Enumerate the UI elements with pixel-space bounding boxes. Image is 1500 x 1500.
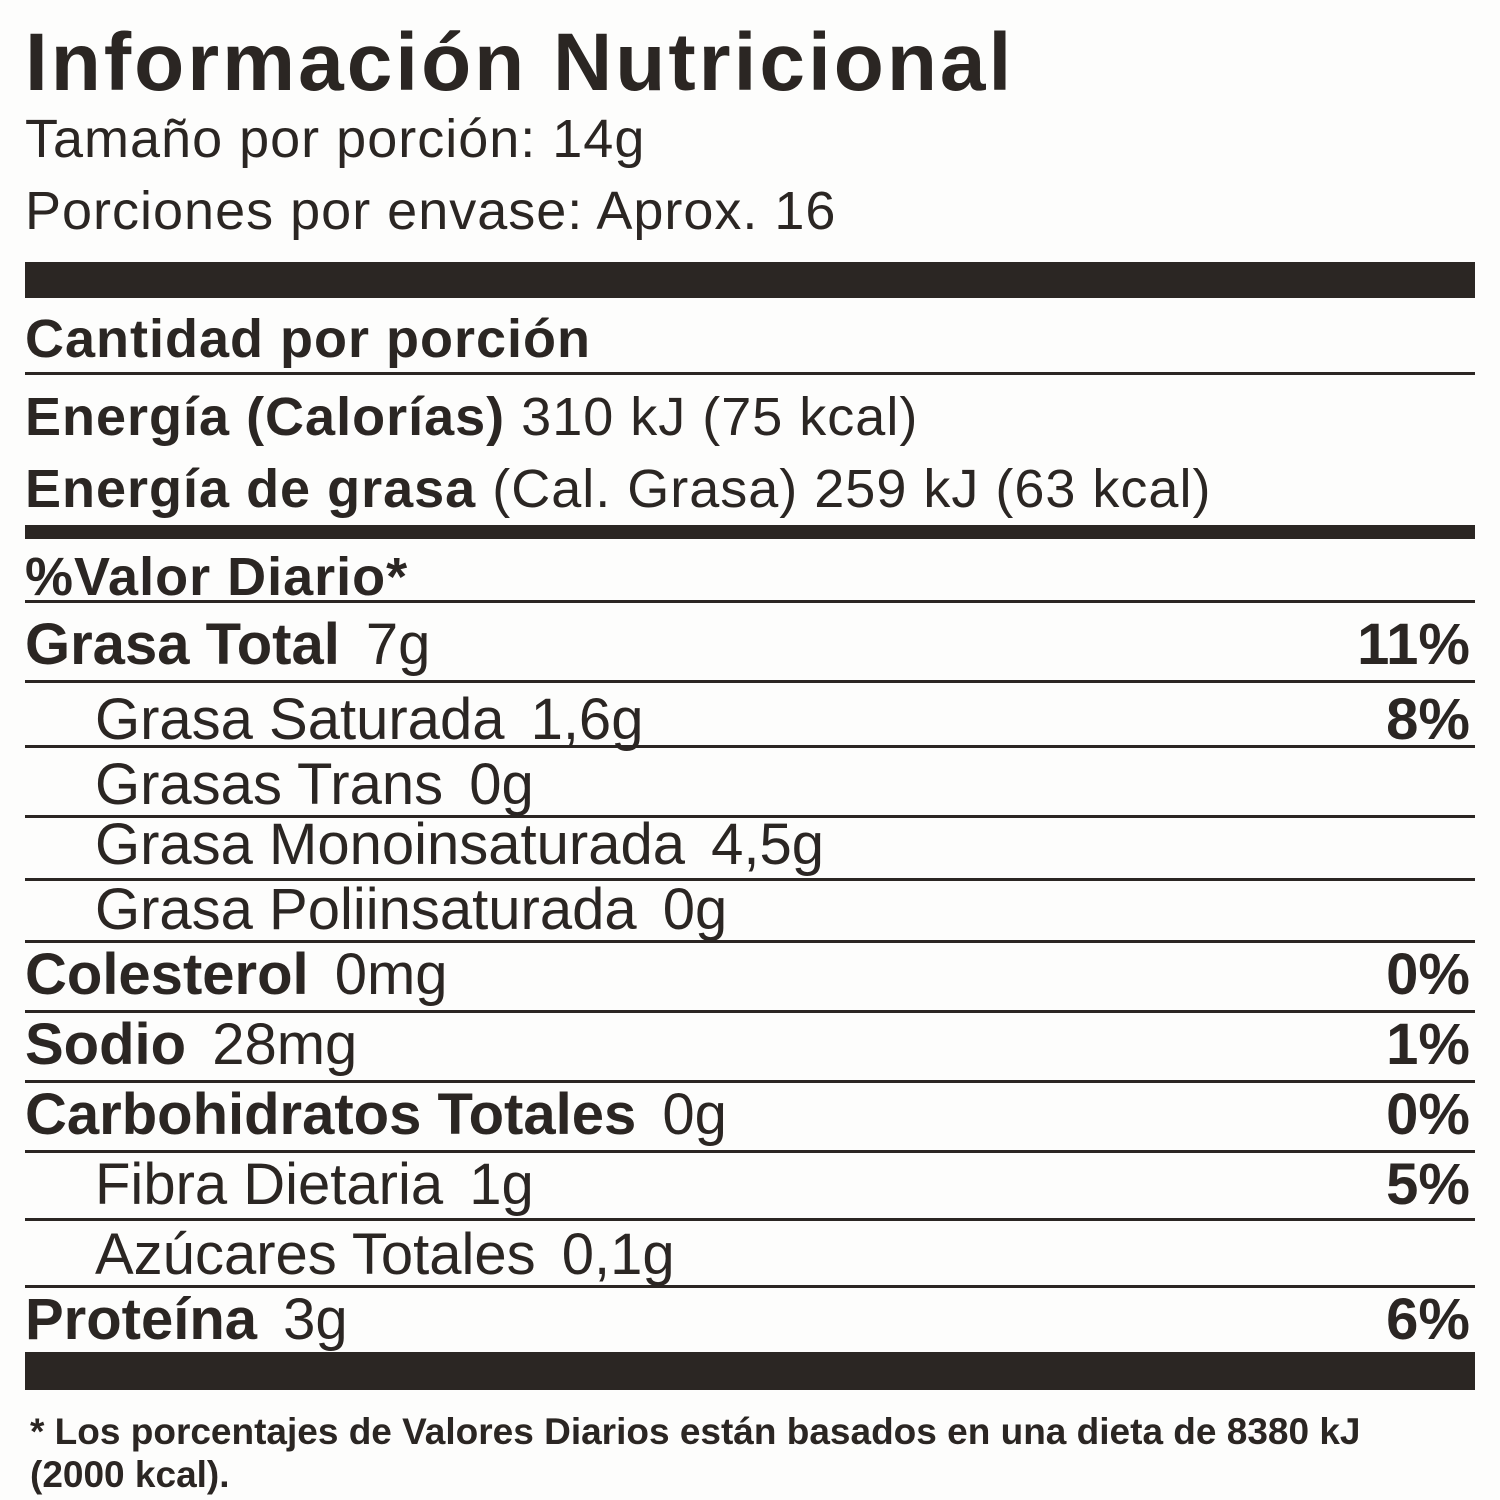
- serving-size: Tamaño por porción: 14g: [25, 109, 646, 169]
- nutrient: Grasa Total 7g: [25, 615, 430, 675]
- rule: [25, 1218, 1475, 1221]
- nutrient-row: Grasa Monoinsaturada 4,5g: [25, 815, 1470, 875]
- title: Información Nutricional: [25, 17, 1015, 108]
- daily-value: 6%: [1386, 1287, 1470, 1352]
- rule: [25, 745, 1475, 748]
- nutrient-row: Colesterol 0mg 0%: [25, 945, 1470, 1005]
- nutrient-row: Grasa Poliinsaturada 0g: [25, 880, 1470, 940]
- nutrient-name: Grasa Poliinsaturada: [95, 877, 637, 942]
- nutrient-row: Proteína 3g 6%: [25, 1290, 1470, 1350]
- nutrient-name: Grasa Saturada: [95, 687, 505, 752]
- nutrient: Fibra Dietaria 1g: [95, 1155, 534, 1215]
- nutrient-amount: 3g: [283, 1287, 348, 1352]
- thick-rule: [25, 1352, 1475, 1390]
- rule: [25, 372, 1475, 375]
- nutrient-amount: 0g: [469, 752, 534, 817]
- nutrient-row: Grasa Total 7g 11%: [25, 615, 1470, 675]
- rule: [25, 1080, 1475, 1083]
- nutrient: Grasa Poliinsaturada 0g: [95, 880, 727, 940]
- nutrient: Grasas Trans 0g: [95, 755, 534, 815]
- nutrient-amount: 28mg: [212, 1012, 358, 1077]
- daily-value-header: %Valor Diario*: [25, 547, 409, 607]
- amount-per-serving: Cantidad por porción: [25, 309, 591, 369]
- nutrient-amount: 0,1g: [561, 1222, 675, 1287]
- nutrient-name: Grasa Monoinsaturada: [95, 812, 685, 877]
- rule: [25, 680, 1475, 683]
- nutrient-row: Azúcares Totales 0,1g: [25, 1225, 1470, 1285]
- nutrient-amount: 0mg: [334, 942, 448, 1007]
- nutrient-name: Carbohidratos Totales: [25, 1082, 637, 1147]
- nutrient-row: Carbohidratos Totales 0g 0%: [25, 1085, 1470, 1145]
- daily-value: 0%: [1386, 942, 1470, 1007]
- daily-value: 1%: [1386, 1012, 1470, 1077]
- fat-energy-value: (Cal. Grasa) 259 kJ (63 kcal): [492, 459, 1212, 519]
- thick-rule: [25, 262, 1475, 298]
- rule: [25, 878, 1475, 881]
- fat-energy-label: Energía de grasa: [25, 459, 477, 519]
- nutrient-name: Fibra Dietaria: [95, 1152, 444, 1217]
- nutrient-amount: 1g: [469, 1152, 534, 1217]
- rule: [25, 1150, 1475, 1153]
- nutrient-name: Grasa Total: [25, 612, 340, 677]
- nutrient: Azúcares Totales 0,1g: [95, 1225, 675, 1285]
- nutrient-row: Grasas Trans 0g: [25, 755, 1470, 815]
- nutrient-row: Sodio 28mg 1%: [25, 1015, 1470, 1075]
- rule: [25, 815, 1475, 818]
- nutrient: Grasa Monoinsaturada 4,5g: [95, 815, 824, 875]
- energy-label: Energía (Calorías): [25, 387, 506, 447]
- nutrient-amount: 7g: [365, 612, 431, 677]
- nutrient-row: Fibra Dietaria 1g 5%: [25, 1155, 1470, 1215]
- daily-value: 0%: [1386, 1082, 1470, 1147]
- rule: [25, 1010, 1475, 1013]
- daily-value: 11%: [1357, 612, 1470, 677]
- nutrient-name: Azúcares Totales: [95, 1222, 536, 1287]
- energy-value: 310 kJ (75 kcal): [521, 387, 919, 447]
- rule: [25, 940, 1475, 943]
- nutrient-amount: 1,6g: [530, 687, 644, 752]
- rule: [25, 1285, 1475, 1288]
- nutrient: Grasa Saturada 1,6g: [95, 690, 643, 750]
- nutrient-amount: 4,5g: [711, 812, 824, 877]
- nutrient-amount: 0g: [662, 877, 728, 942]
- servings-per-container: Porciones por envase: Aprox. 16: [25, 181, 837, 241]
- nutrient-name: Colesterol: [25, 942, 309, 1007]
- nutrient: Carbohidratos Totales 0g: [25, 1085, 727, 1145]
- nutrient: Sodio 28mg: [25, 1015, 357, 1075]
- nutrient: Proteína 3g: [25, 1290, 348, 1350]
- nutrient-amount: 0g: [662, 1082, 727, 1147]
- daily-value: 8%: [1386, 687, 1470, 752]
- footnote: * Los porcentajes de Valores Diarios est…: [30, 1411, 1361, 1495]
- energy: Energía (Calorías) 310 kJ (75 kcal): [25, 390, 918, 444]
- thick-rule: [25, 525, 1475, 539]
- rule: [25, 600, 1475, 603]
- nutrient: Colesterol 0mg: [25, 945, 448, 1005]
- nutrient-name: Proteína: [25, 1287, 258, 1352]
- nutrient-row: Grasa Saturada 1,6g 8%: [25, 690, 1470, 750]
- daily-value: 5%: [1386, 1152, 1470, 1217]
- nutrient-name: Sodio: [25, 1012, 187, 1077]
- fat-energy: Energía de grasa (Cal. Grasa) 259 kJ (63…: [25, 462, 1211, 516]
- nutrient-name: Grasas Trans: [95, 752, 444, 817]
